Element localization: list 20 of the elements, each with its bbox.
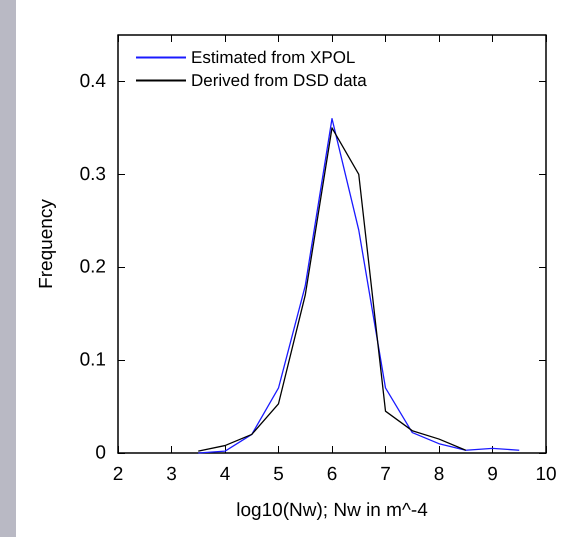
legend-label: Derived from DSD data xyxy=(191,71,368,90)
x-tick-label: 6 xyxy=(326,464,338,485)
x-tick-label: 9 xyxy=(487,464,498,485)
line-series xyxy=(198,127,466,452)
x-tick-label: 8 xyxy=(434,464,444,485)
y-tick-label: 0.2 xyxy=(80,256,106,278)
x-tick-label: 7 xyxy=(380,464,391,485)
x-tick-label: 5 xyxy=(273,464,284,485)
line-series xyxy=(198,118,520,454)
x-tick-label: 10 xyxy=(535,464,557,485)
x-axis-title: log10(Nw); Nw in m^-4 xyxy=(236,500,428,521)
y-tick-label: 0.1 xyxy=(80,350,106,371)
y-tick-label: 0.4 xyxy=(80,70,106,92)
y-axis-title: Frequency xyxy=(36,198,57,289)
x-tick-label: 2 xyxy=(112,464,124,485)
x-tick-label: 3 xyxy=(166,464,177,485)
y-tick-label: 0.3 xyxy=(80,164,106,185)
legend-label: Estimated from XPOL xyxy=(191,48,356,67)
y-tick-label: 0 xyxy=(95,442,106,464)
x-tick-label: 4 xyxy=(220,464,231,485)
